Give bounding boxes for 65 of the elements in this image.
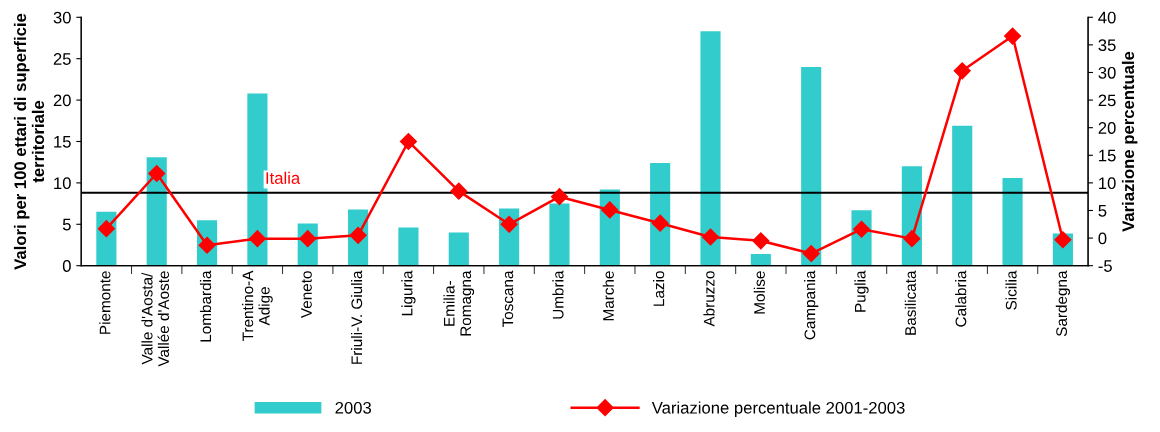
x-tick-label: Veneto [301, 271, 312, 319]
point [903, 230, 921, 248]
x-tick-label: Umbria [552, 270, 564, 319]
x-tick-label: Liguria [401, 270, 416, 316]
y2-tick-label: -5 [1098, 260, 1112, 272]
bar [952, 125, 973, 266]
x-tick-label: Piemonte [99, 271, 111, 334]
point [752, 232, 770, 250]
bar [398, 227, 419, 266]
bar [549, 203, 570, 266]
y-tick-label: 15 [54, 136, 71, 148]
x-tick-label: Friuli-V. Giulia [350, 270, 363, 364]
point [248, 230, 266, 248]
point [802, 244, 820, 263]
legend-label: Variazione percentuale 2001-2003 [651, 401, 905, 417]
x-tick-label: Toscana [502, 270, 514, 328]
x-tick-label: Valle d'Aosta/ Vallée d'Aoste [141, 271, 170, 367]
y-tick-label: 25 [53, 53, 71, 65]
x-tick-label: Marche [602, 271, 614, 321]
x-tick-label: Sardegna [1055, 270, 1071, 337]
bar [700, 31, 721, 266]
y2-tick-label: 25 [1098, 94, 1116, 107]
point [399, 132, 417, 151]
y-tick-label: 0 [62, 260, 71, 272]
point [148, 164, 166, 183]
bar [448, 232, 469, 266]
y2-tick-label: 15 [1099, 149, 1116, 162]
y-tick-label: 20 [53, 94, 71, 107]
point [450, 182, 468, 200]
point [953, 62, 971, 80]
y2-tick-label: 10 [1099, 177, 1116, 190]
y-axis-title: Valori per 100 ettari di superficie territoriale [13, 13, 45, 270]
bar [247, 93, 268, 266]
x-tick-label: Lombardia [199, 270, 212, 342]
legend-label: 2003 [335, 401, 372, 414]
point [500, 215, 518, 233]
point [1004, 27, 1022, 45]
x-tick-label: Emilia- Romagna [443, 270, 475, 336]
bar [1002, 177, 1023, 266]
x-tick-label: Sicilia [1005, 270, 1017, 310]
x-tick-label: Basilicata [904, 270, 916, 335]
x-tick-label: Abruzzo [703, 271, 715, 327]
x-tick-label: Calabria [955, 270, 967, 327]
y-tick-label: 5 [62, 218, 71, 231]
point [601, 201, 619, 219]
point [550, 188, 569, 206]
x-tick-label: Puglia [854, 270, 869, 312]
x-tick-label: Lazio [653, 271, 665, 306]
bar [750, 254, 771, 266]
x-tick-label: Campania [804, 270, 819, 340]
x-tick-label: Molise [753, 271, 765, 314]
x-tick-label: Trentino-A Adige [242, 270, 273, 341]
y2-tick-label: 30 [1098, 66, 1116, 79]
y2-tick-label: 5 [1098, 205, 1107, 217]
bar [801, 66, 822, 266]
point [701, 228, 720, 246]
y2-tick-label: 35 [1098, 39, 1116, 52]
y-tick-label: 30 [53, 11, 71, 24]
y2-axis-title: Variazione percentuale [1121, 51, 1138, 232]
y2-tick-label: 0 [1098, 232, 1107, 245]
y-tick-label: 10 [54, 177, 71, 190]
ref-line-label: Italia [266, 171, 301, 184]
y2-tick-label: 40 [1098, 11, 1116, 24]
point [651, 214, 669, 232]
y2-tick-label: 20 [1098, 122, 1116, 134]
